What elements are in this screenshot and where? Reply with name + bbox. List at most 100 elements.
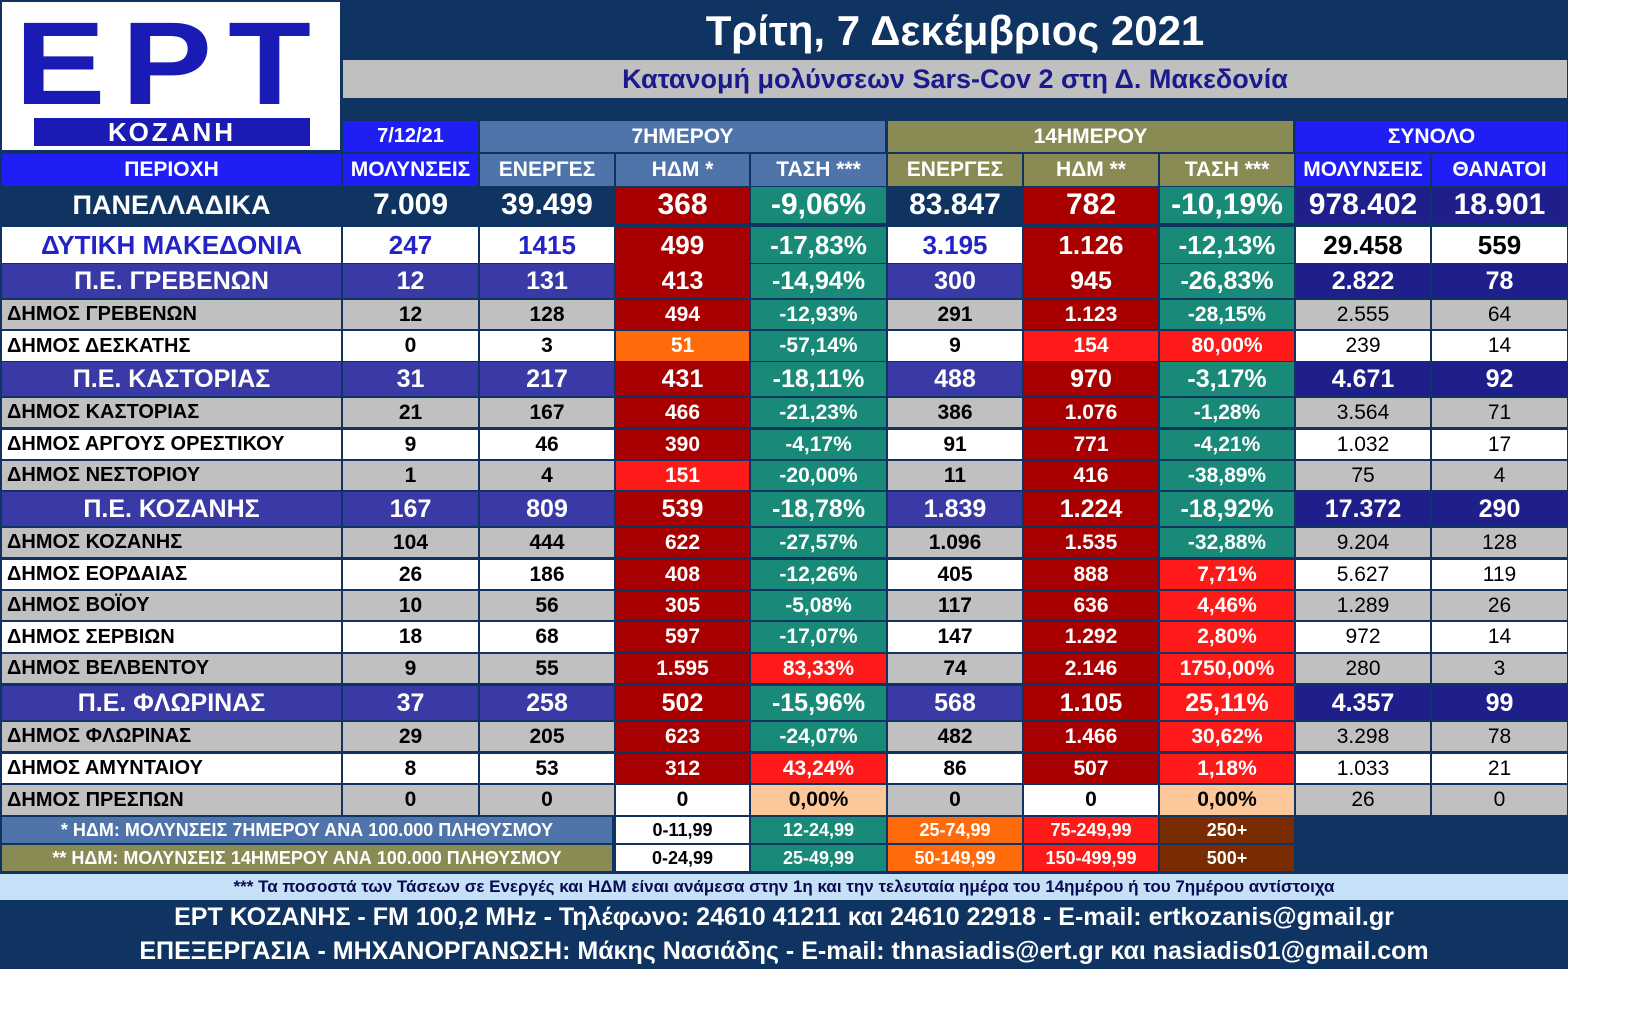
cell-total: 4.671 [1296,362,1430,396]
ert-logo: ΕΡΤ ΚΟΖΑΝΗ [2,0,340,150]
group-7day: 7ΗΜΕΡΟΥ [480,121,885,152]
infographic: ΕΡΤ ΚΟΖΑΝΗ Τρίτη, 7 Δεκέμβριος 2021 Κατα… [0,0,1568,969]
footer-credits: ΕΠΕΞΕΡΓΑΣΙΑ - ΜΗΧΑΝΟΡΓΑΝΩΣΗ: Μάκης Νασιά… [139,936,1429,965]
cell-trend7: -17,07% [751,622,886,652]
cell-active14: 91 [888,430,1022,459]
cell-idm7: 466 [616,398,749,427]
cell-idm7: 51 [616,331,749,361]
cell-deaths: 78 [1432,722,1567,751]
legend-range: 12-24,99 [751,817,886,843]
column-header: ΤΑΣΗ *** [1160,154,1294,186]
cell-total: 26 [1296,785,1430,815]
row-label: ΔΗΜΟΣ ΦΛΩΡΙΝΑΣ [2,722,341,751]
cell-deaths: 26 [1432,591,1567,620]
cell-deaths: 4 [1432,461,1567,490]
legend-label: * ΗΔΜ: ΜΟΛΥΝΣΕΙΣ 7ΗΜΕΡΟΥ ΑΝΑ 100.000 ΠΛΗ… [2,817,612,843]
cell-deaths: 14 [1432,331,1567,361]
cell-trend14: -12,13% [1160,227,1294,263]
page-subtitle: Κατανομή μολύνσεων Sars-Cov 2 στη Δ. Μακ… [343,60,1567,98]
cell-trend7: -24,07% [751,722,886,751]
cell-active7: 205 [480,722,614,751]
cell-active14: 83.847 [888,187,1022,223]
cell-active14: 291 [888,300,1022,329]
cell-total: 3.298 [1296,722,1430,751]
cell-active14: 11 [888,461,1022,490]
cell-idm7: 390 [616,430,749,459]
cell-idm14: 888 [1024,560,1158,589]
cell-active7: 53 [480,754,614,783]
cell-trend14: -18,92% [1160,492,1294,526]
cell-total: 239 [1296,331,1430,361]
cell-deaths: 21 [1432,754,1567,783]
cell-trend14: 1,18% [1160,754,1294,783]
cell-idm7: 597 [616,622,749,652]
cell-deaths: 559 [1432,227,1567,263]
cell-deaths: 18.901 [1432,187,1567,223]
cell-total: 280 [1296,654,1430,683]
cell-trend7: -27,57% [751,528,886,557]
cell-idm14: 1.126 [1024,227,1158,263]
group-date: 7/12/21 [343,121,478,152]
cell-trend7: -57,14% [751,331,886,361]
row-label: ΔΗΜΟΣ ΓΡΕΒΕΝΩΝ [2,300,341,329]
column-header: ΘΑΝΑΤΟΙ [1432,154,1567,186]
cell-total: 1.033 [1296,754,1430,783]
cell-active7: 39.499 [480,187,614,223]
cell-trend14: 2,80% [1160,622,1294,652]
cell-idm14: 636 [1024,591,1158,620]
cell-idm7: 312 [616,754,749,783]
cell-active7: 4 [480,461,614,490]
cell-daily: 167 [343,492,478,526]
cell-active14: 568 [888,686,1022,720]
cell-total: 5.627 [1296,560,1430,589]
cell-daily: 29 [343,722,478,751]
cell-daily: 10 [343,591,478,620]
cell-active7: 68 [480,622,614,652]
cell-idm14: 782 [1024,187,1158,223]
cell-active14: 482 [888,722,1022,751]
cell-active7: 128 [480,300,614,329]
cell-idm14: 416 [1024,461,1158,490]
cell-total: 1.289 [1296,591,1430,620]
cell-idm7: 431 [616,362,749,396]
cell-idm7: 494 [616,300,749,329]
cell-trend7: -14,94% [751,264,886,298]
cell-idm7: 623 [616,722,749,751]
group-14day: 14ΗΜΕΡΟΥ [888,121,1293,152]
cell-active7: 167 [480,398,614,427]
cell-trend14: 4,46% [1160,591,1294,620]
row-label: Π.Ε. ΚΑΣΤΟΡΙΑΣ [2,362,341,396]
cell-daily: 12 [343,264,478,298]
cell-idm14: 507 [1024,754,1158,783]
cell-idm14: 970 [1024,362,1158,396]
legend-range: 0-24,99 [616,845,749,871]
cell-idm14: 1.292 [1024,622,1158,652]
cell-deaths: 290 [1432,492,1567,526]
cell-active14: 0 [888,785,1022,815]
row-label: ΔΗΜΟΣ ΚΑΣΤΟΡΙΑΣ [2,398,341,427]
cell-trend7: -20,00% [751,461,886,490]
cell-active7: 56 [480,591,614,620]
cell-active7: 3 [480,331,614,361]
legend-range: 25-49,99 [751,845,886,871]
cell-idm14: 1.535 [1024,528,1158,557]
cell-trend14: -3,17% [1160,362,1294,396]
cell-active14: 9 [888,331,1022,361]
group-total: ΣΥΝΟΛΟ [1296,121,1567,152]
cell-active14: 1.839 [888,492,1022,526]
cell-active14: 86 [888,754,1022,783]
column-header: ΗΔΜ * [616,154,749,186]
cell-idm14: 945 [1024,264,1158,298]
legend-range: 500+ [1160,845,1294,871]
cell-trend7: -18,11% [751,362,886,396]
cell-idm14: 1.076 [1024,398,1158,427]
legend-range: 25-74,99 [888,817,1022,843]
row-label: ΔΗΜΟΣ ΚΟΖΑΝΗΣ [2,528,341,557]
cell-total: 2.822 [1296,264,1430,298]
cell-active7: 46 [480,430,614,459]
row-label: ΔΥΤΙΚΗ ΜΑΚΕΔΟΝΙΑ [2,227,341,263]
cell-active14: 117 [888,591,1022,620]
cell-daily: 9 [343,430,478,459]
cell-daily: 31 [343,362,478,396]
cell-trend14: 0,00% [1160,785,1294,815]
